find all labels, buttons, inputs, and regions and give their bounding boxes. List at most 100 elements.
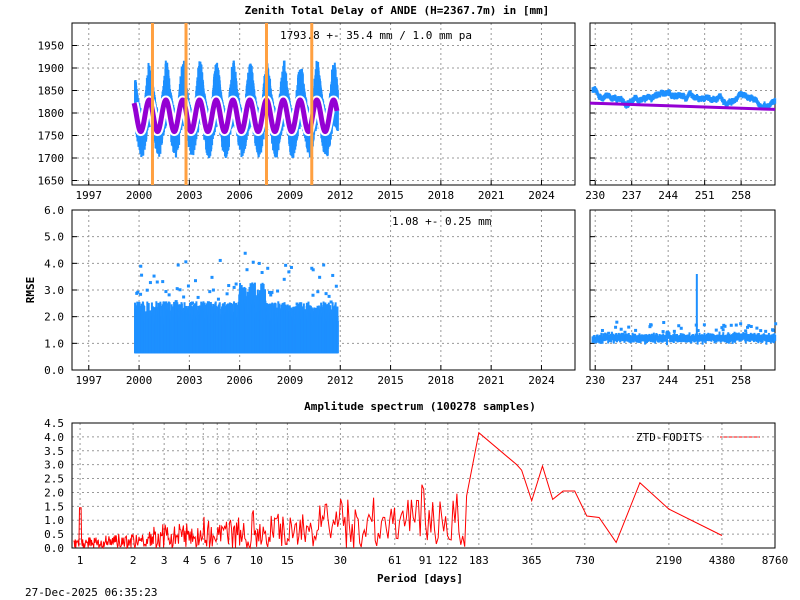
outlier-point	[276, 289, 280, 293]
tick-label-y: 2.0	[44, 486, 64, 499]
tick-label-x: 2021	[478, 189, 505, 202]
outlier-point	[702, 323, 706, 327]
data-point	[703, 332, 706, 340]
outlier-point	[208, 301, 212, 305]
annotation-ztd: 1793.8 +- 35.4 mm / 1.0 mm pa	[280, 29, 472, 42]
data-point	[606, 332, 609, 339]
outlier-point	[615, 320, 619, 324]
outlier-point	[210, 275, 214, 279]
tick-label-y: 0.5	[44, 528, 64, 541]
data-point	[756, 333, 759, 340]
xlabel-spectrum: Period [days]	[377, 572, 463, 585]
outlier-point	[218, 258, 222, 262]
outlier-point	[721, 328, 725, 332]
data-point	[652, 336, 655, 343]
outlier-point	[232, 285, 236, 289]
annotation-rmse: 1.08 +- 0.25 mm	[392, 215, 492, 228]
tick-label-x: 6	[214, 554, 221, 567]
outlier-point	[211, 288, 215, 292]
title-ztd: Zenith Total Delay of ANDE (H=2367.7m) i…	[245, 4, 550, 17]
outlier-point	[190, 301, 194, 305]
tick-label-x: 4	[183, 554, 190, 567]
data-point	[744, 336, 747, 344]
outlier-point	[619, 327, 623, 331]
tick-label-x: 7	[226, 554, 233, 567]
plot-frame	[71, 22, 576, 186]
tick-label-x: 2015	[377, 374, 404, 387]
outlier-point	[623, 330, 627, 334]
data-point	[688, 332, 691, 339]
outlier-point	[607, 331, 611, 335]
tick-label-x: 3	[161, 554, 168, 567]
outlier-point	[714, 328, 718, 332]
tick-label-y: 3.5	[44, 445, 64, 458]
tick-label-y: 3.0	[44, 459, 64, 472]
data-point	[665, 331, 668, 338]
outlier-point	[749, 324, 753, 328]
tick-label-x: 258	[731, 374, 751, 387]
outlier-point	[744, 329, 748, 333]
data-point	[717, 334, 720, 342]
outlier-point	[234, 282, 238, 286]
tick-label-x: 2012	[327, 189, 354, 202]
outlier-point	[677, 324, 681, 328]
tick-label-y: 5.0	[44, 231, 64, 244]
data-point	[665, 338, 668, 346]
tick-label-y: 1650	[38, 175, 65, 188]
tick-label-x: 2190	[656, 554, 683, 567]
outlier-point	[225, 292, 229, 296]
plot-frame	[589, 209, 776, 371]
data-point	[733, 331, 736, 339]
outlier-point	[331, 273, 335, 277]
tick-label-y: 4.0	[44, 431, 64, 444]
data-point	[774, 334, 777, 342]
tick-label-x: 8760	[762, 554, 789, 567]
data-point	[599, 337, 602, 344]
outlier-point	[747, 324, 751, 328]
outlier-point	[208, 290, 212, 294]
tick-label-x: 1997	[76, 374, 103, 387]
outlier-point	[270, 290, 274, 294]
tick-label-y: 3.0	[44, 284, 64, 297]
panel-ztd-long: 1997 2000 2003 2006 2009 2012 2015 2018 2021 2024…	[38, 22, 576, 202]
tick-label-x: 2000	[126, 374, 153, 387]
outlier-point	[661, 330, 665, 334]
plot-frame	[71, 209, 576, 371]
data-point	[765, 338, 768, 345]
data-point	[600, 332, 603, 340]
outlier-point	[648, 325, 652, 329]
data-point	[732, 335, 735, 343]
tick-label-x: 230	[585, 374, 605, 387]
outlier-point	[284, 263, 288, 267]
outlier-point	[327, 294, 331, 298]
outlier-point	[334, 284, 338, 288]
data-point	[727, 332, 730, 339]
tick-label-x: 91	[419, 554, 432, 567]
data-point	[336, 320, 339, 354]
data-point	[696, 338, 699, 345]
outlier-point	[155, 280, 159, 284]
outlier-point	[679, 326, 683, 330]
outlier-point	[251, 260, 255, 264]
outlier-point	[193, 279, 197, 283]
tick-label-x: 237	[622, 189, 642, 202]
tick-label-y: 4.0	[44, 257, 64, 270]
outlier-point	[600, 328, 604, 332]
tick-label-x: 183	[469, 554, 489, 567]
tick-label-x: 251	[695, 374, 715, 387]
panel-rmse-recent: 230 237 244 251 258	[585, 209, 778, 387]
tick-label-y: 1.5	[44, 500, 64, 513]
outlier-point	[755, 326, 759, 330]
outlier-point	[322, 263, 326, 267]
outlier-point	[746, 325, 750, 329]
outlier-point	[627, 325, 631, 329]
tick-label-x: 244	[658, 189, 678, 202]
tick-label-x: 258	[731, 189, 751, 202]
data-point	[727, 337, 730, 344]
tick-label-x: 10	[250, 554, 263, 567]
tick-label-x: 2018	[428, 374, 455, 387]
tick-label-x: 2006	[226, 374, 253, 387]
legend-label: ZTD-FODITS	[636, 431, 702, 444]
outlier-point	[186, 284, 190, 288]
